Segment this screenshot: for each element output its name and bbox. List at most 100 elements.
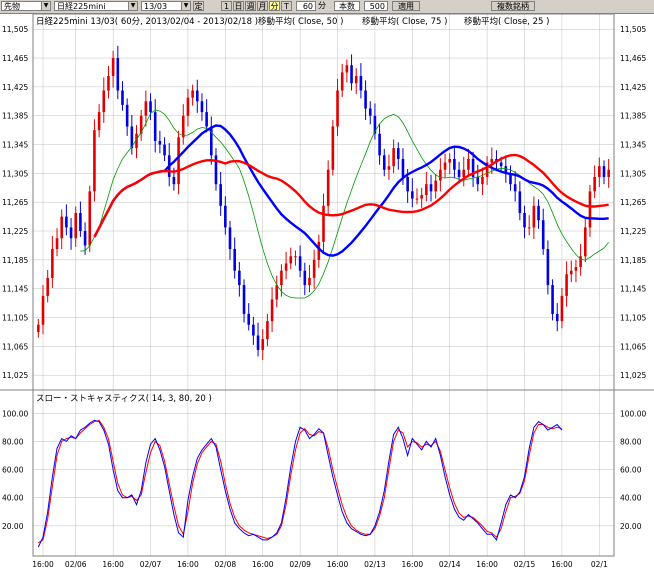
candle-body [336, 90, 339, 127]
candle-body [205, 112, 208, 127]
candle-body [551, 285, 554, 314]
x-tick-label: 02/13 [364, 560, 386, 569]
period-button-week[interactable]: 週 [245, 1, 256, 11]
x-tick-label: 02/09 [289, 560, 311, 569]
candle-body [546, 249, 550, 286]
candle-body [453, 158, 456, 170]
candle-body [181, 115, 185, 138]
market-select[interactable]: 先物 ▼ [1, 1, 51, 11]
y-tick-label-left: 11,105 [2, 314, 28, 323]
stoch-y-tick-label-right: 100.00 [620, 409, 646, 418]
fixed-toggle-button[interactable]: 定 [193, 1, 204, 11]
candle-body [471, 158, 475, 177]
y-tick-label-left: 11,505 [2, 25, 28, 34]
period-button-month[interactable]: 月 [257, 1, 268, 11]
multi-symbol-button[interactable]: 複数銘柄 [491, 1, 535, 11]
chevron-down-icon[interactable]: ▼ [181, 2, 190, 10]
candle-body [46, 277, 49, 296]
candle-body [415, 198, 419, 200]
chevron-down-icon[interactable]: ▼ [41, 2, 50, 10]
stoch-y-tick-label-left: 60.00 [2, 466, 24, 475]
y-tick-label-right: 11,265 [620, 198, 646, 207]
candle-body [555, 313, 559, 322]
bars-count-input[interactable]: 500 [364, 1, 388, 11]
candle-body [312, 259, 316, 278]
candle-body [396, 148, 400, 159]
contract-month-select[interactable]: 13/03 ▼ [141, 1, 191, 11]
candle-body [499, 162, 503, 167]
candle-body [509, 173, 512, 185]
candle-body [88, 191, 92, 246]
main-y-axis: 11,505 11,505 11,465 11,465 11,425 11,425 11,3… [2, 25, 646, 380]
x-tick-label: 16:00 [402, 560, 424, 569]
contract-select[interactable]: 日経225mini ▼ [54, 1, 138, 11]
candle-body [513, 184, 517, 192]
x-tick-label: 16:00 [102, 560, 124, 569]
y-tick-label-right: 11,345 [620, 141, 646, 150]
moving-average-lines [80, 109, 610, 299]
apply-button[interactable]: 適用 [392, 1, 420, 11]
main-grid [33, 14, 614, 556]
y-tick-label-right: 11,465 [620, 54, 646, 63]
candle-body [593, 176, 596, 192]
y-tick-label-right: 11,225 [620, 227, 646, 236]
ma75-line [93, 153, 609, 238]
candle-body [350, 65, 353, 84]
x-tick-label: 16:00 [551, 560, 573, 569]
y-tick-label-right: 11,505 [620, 25, 646, 34]
stoch-y-tick-label-left: 40.00 [2, 494, 24, 503]
candle-body [74, 213, 78, 239]
candle-body [439, 169, 442, 181]
candle-body [298, 256, 302, 271]
stock-chart[interactable]: 11,505 11,505 11,465 11,465 11,425 11,425 11,3… [0, 14, 654, 570]
candle-body [224, 205, 227, 228]
candle-body [270, 299, 274, 322]
x-tick-label: 02/15 [514, 560, 536, 569]
x-tick-label: 02/08 [215, 560, 237, 569]
period-button-day[interactable]: 日 [233, 1, 244, 11]
y-tick-label-right: 11,425 [620, 83, 646, 92]
candle-body [518, 191, 522, 214]
candle-body [214, 155, 218, 185]
y-tick-label-right: 11,385 [620, 112, 646, 121]
candle-body [462, 169, 466, 177]
candle-body [200, 101, 204, 113]
period-button-1[interactable]: 1 [221, 1, 232, 11]
candle-body [294, 256, 297, 258]
candle-body [121, 90, 124, 105]
y-tick-label-right: 11,145 [620, 285, 646, 294]
x-axis: 16:00 02/06 16:00 02/07 16:00 02/08 16:00 02/09… [32, 560, 608, 569]
stoch-y-tick-label-right: 20.00 [620, 522, 642, 531]
candle-body [523, 213, 526, 228]
candle-body [434, 180, 437, 192]
candle-body [420, 194, 423, 199]
x-tick-label: 02/07 [140, 560, 162, 569]
candle-body [602, 166, 606, 177]
candle-body [560, 295, 564, 322]
candle-body [485, 162, 489, 177]
candle-body [411, 191, 414, 199]
stoch-y-tick-label-right: 80.00 [620, 437, 642, 446]
candle-body [303, 270, 307, 286]
candle-body [177, 137, 180, 185]
interval-input[interactable]: 60 [296, 1, 316, 11]
candle-body [322, 205, 325, 242]
y-tick-label-left: 11,465 [2, 54, 28, 63]
candle-body [130, 126, 134, 149]
bars-count-button[interactable]: 本数 [334, 1, 360, 11]
candle-body [191, 90, 194, 98]
candle-body [163, 144, 166, 156]
y-tick-label-left: 11,185 [2, 256, 28, 265]
candle-body [532, 205, 536, 228]
y-tick-label-right: 11,105 [620, 314, 646, 323]
candle-body [116, 58, 120, 91]
candle-body [55, 238, 59, 250]
period-button-minute[interactable]: 分 [269, 1, 280, 11]
candle-body [583, 227, 587, 257]
stoch-y-axis: 100.00 100.00 80.00 80.00 60.00 60.00 40.00 40.… [2, 409, 646, 531]
candle-body [443, 162, 447, 170]
period-button-tick[interactable]: T [281, 1, 292, 11]
chevron-down-icon[interactable]: ▼ [128, 2, 137, 10]
candle-body [149, 101, 152, 113]
chart-title: 日経225mini 13/03( 60分, 2013/02/04 - 2013/… [36, 16, 258, 27]
